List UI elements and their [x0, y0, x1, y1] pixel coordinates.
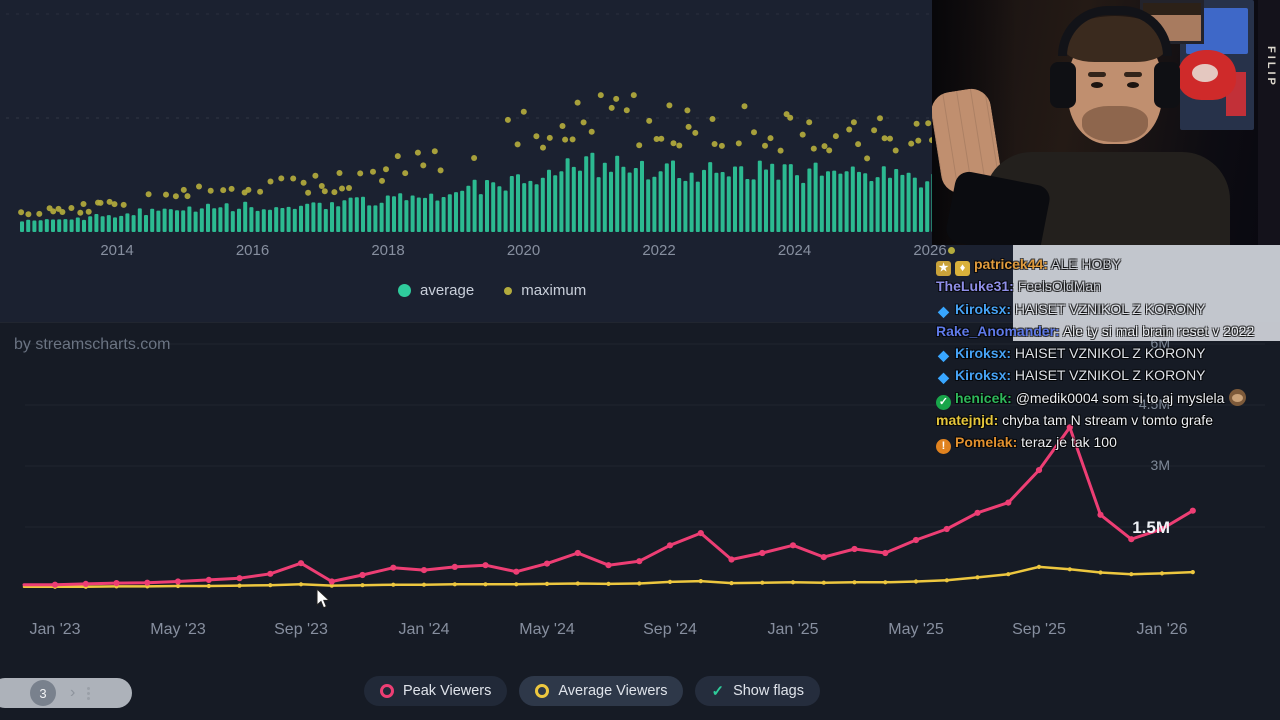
verified-badge-icon: ✓	[936, 394, 951, 410]
pager-count-badge[interactable]: 3	[30, 680, 56, 706]
x-tick-label: May '25	[888, 621, 944, 638]
chevron-right-icon[interactable]: ›	[70, 684, 76, 701]
pager-control[interactable]: 3 ›	[0, 678, 132, 708]
streamer-webcam: FILIP	[932, 0, 1280, 245]
eyebrow-right	[1124, 72, 1142, 77]
x-tick-label: Sep '23	[274, 621, 328, 638]
chat-message: ◆ Kiroksx: HAISET VZNIKOL Z KORONY	[936, 298, 1280, 320]
chat-message-text: Ale ty si mal brain reset v 2022	[1059, 322, 1255, 339]
yearly-viewers-chart[interactable]	[0, 0, 940, 262]
legend-average[interactable]: average	[398, 282, 474, 299]
monthly-viewers-chart[interactable]	[0, 330, 1280, 620]
x-tick-label: Jan '25	[767, 621, 819, 638]
chat-username[interactable]: Kiroksx:	[955, 300, 1012, 317]
x-tick-label: Jan '26	[1136, 621, 1188, 638]
yearly-chart-legend: average maximum	[398, 282, 586, 299]
x-tick-label: Jan '24	[398, 621, 450, 638]
light-panel	[1013, 245, 1280, 341]
scatter-dot	[948, 247, 955, 254]
chat-message-text: ALE HOBY	[1047, 256, 1122, 272]
x-tick-label: May '23	[150, 621, 206, 638]
more-options-icon[interactable]	[87, 686, 91, 700]
show-flags-label: Show flags	[733, 683, 804, 699]
average-viewers-toggle-button[interactable]: Average Viewers	[519, 676, 684, 706]
chat-message: matejnjd: chyba tam N stream v tomto gra…	[936, 409, 1280, 431]
mouse-cursor	[316, 588, 331, 609]
chat-message-text: teraz je tak 100	[1017, 434, 1117, 451]
red-cap	[1178, 50, 1236, 100]
sub-badge-icon: ♦	[955, 261, 970, 276]
wall-strip	[1258, 0, 1280, 245]
x-tick-label: Jan '23	[29, 621, 81, 638]
x-tick-label: Sep '24	[643, 621, 697, 638]
chat-message-text: @medik0004 som si to aj myslela	[1011, 389, 1225, 406]
see-no-evil-monkey-emote-icon	[1229, 388, 1247, 406]
x-tick-label: May '24	[519, 621, 575, 638]
chat-message-text: HAISET VZNIKOL Z KORONY	[1011, 367, 1206, 384]
chart-toggle-buttons: Peak Viewers Average Viewers ✓ Show flag…	[364, 676, 820, 706]
chat-message: ✓ henicek: @medik0004 som si to aj myslel…	[936, 387, 1280, 410]
checkmark-icon: ✓	[711, 683, 725, 700]
chat-message: ◆ Kiroksx: HAISET VZNIKOL Z KORONY	[936, 342, 1280, 364]
cap-logo	[1192, 64, 1218, 82]
chat-message: TheLuke31: FeelsOldMan	[936, 275, 1280, 297]
headphone-right	[1154, 62, 1180, 108]
show-flags-toggle-button[interactable]: ✓ Show flags	[695, 676, 820, 706]
chat-username[interactable]: matejnjd:	[936, 412, 999, 429]
chat-username[interactable]: Kiroksx:	[955, 367, 1012, 384]
chat-username[interactable]: Rake_Anomander:	[936, 322, 1060, 339]
beard-shadow	[1082, 106, 1148, 142]
chat-username[interactable]: Pomelak:	[955, 434, 1018, 451]
chat-message-text: HAISET VZNIKOL Z KORONY	[1011, 345, 1206, 362]
chat-message-text: chyba tam N stream v tomto grafe	[998, 412, 1213, 429]
gift-badge-icon: ★	[936, 261, 951, 276]
maximum-dot-icon	[504, 286, 513, 295]
chat-message-text: FeelsOldMan	[1013, 278, 1101, 295]
average-viewers-label: Average Viewers	[558, 683, 668, 699]
gem-badge-icon: ◆	[938, 302, 949, 319]
chat-username[interactable]: henicek:	[955, 389, 1012, 406]
chat-username[interactable]: Kiroksx:	[955, 345, 1012, 362]
headphone-left	[1050, 62, 1076, 108]
chat-message: ★ ♦ patricek44: ALE HOBY	[936, 253, 1280, 276]
chat-message: ! Pomelak: teraz je tak 100	[936, 431, 1280, 455]
gem-badge-icon: ◆	[938, 347, 949, 364]
chat-message: Rake_Anomander: Ale ty si mal brain rese…	[936, 320, 1280, 342]
average-dot-icon	[398, 284, 411, 297]
streamscharts-credit: by streamscharts.com	[14, 336, 171, 353]
alert-badge-icon: !	[936, 439, 951, 455]
legend-maximum[interactable]: maximum	[504, 282, 586, 299]
peak-ring-icon	[380, 684, 394, 698]
gem-badge-icon: ◆	[938, 369, 949, 386]
chat-overlay: ★ ♦ patricek44: ALE HOBY TheLuke31: FeelsOl…	[936, 253, 1280, 455]
peak-viewers-toggle-button[interactable]: Peak Viewers	[364, 676, 508, 706]
chat-message-text: HAISET VZNIKOL Z KORONY	[1011, 300, 1206, 317]
chat-message: ◆ Kiroksx: HAISET VZNIKOL Z KORONY	[936, 364, 1280, 386]
chat-username[interactable]: patricek44:	[974, 256, 1048, 272]
eye-right	[1127, 82, 1139, 88]
section-divider	[0, 322, 1013, 323]
eye-left	[1091, 82, 1103, 88]
average-ring-icon	[535, 684, 550, 698]
legend-average-label: average	[420, 282, 475, 299]
wall-photo-hair	[1143, 3, 1201, 15]
legend-maximum-label: maximum	[521, 282, 587, 299]
x-tick-label: Sep '25	[1012, 621, 1066, 638]
peak-viewers-label: Peak Viewers	[403, 683, 492, 699]
eyebrow-left	[1088, 72, 1106, 77]
streamer-name-tag: FILIP	[1265, 46, 1277, 88]
chat-username[interactable]: TheLuke31:	[936, 278, 1014, 295]
